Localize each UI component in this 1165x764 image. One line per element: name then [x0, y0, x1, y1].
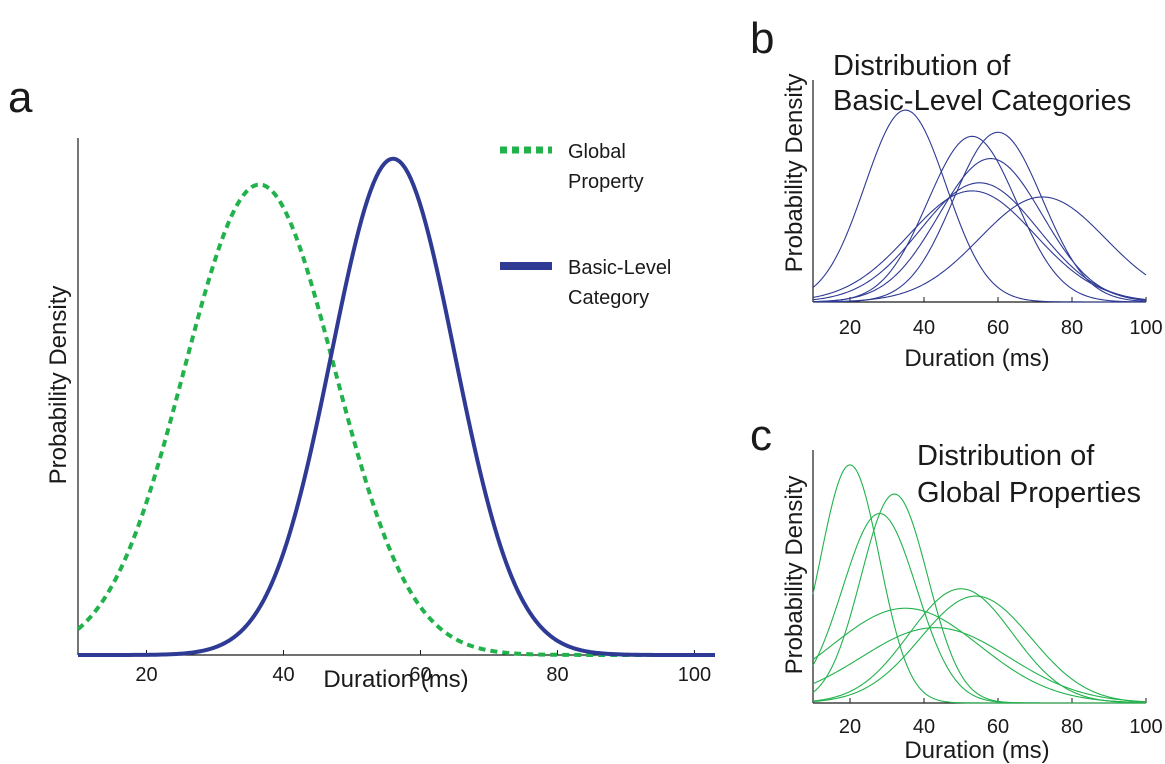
- panel-letter-a: a: [8, 73, 33, 122]
- panel-c-title-line1: Distribution of: [917, 440, 1095, 472]
- panel-c-tick-label: 40: [913, 716, 935, 738]
- panel-a-series-line: [76, 182, 715, 657]
- panel-c-y-label: Probability Density: [781, 476, 808, 675]
- panel-a-tick-label: 100: [678, 664, 711, 686]
- panel-b-series-line: [812, 158, 1147, 303]
- panel-a-x-label: Duration (ms): [323, 666, 468, 693]
- panel-b-series-line: [812, 190, 1147, 301]
- panel-b-tick-label: 60: [987, 317, 1009, 339]
- panel-a-legend: Global Property Basic-Level Category: [500, 141, 671, 309]
- panel-c-tick-label: 20: [839, 716, 861, 738]
- panel-b-x-label: Duration (ms): [904, 345, 1049, 372]
- panel-b-series-line: [812, 135, 1147, 303]
- panel-a-tick-label: 60: [409, 664, 431, 686]
- panel-a-tick-label: 80: [546, 664, 568, 686]
- panel-letter-c: c: [750, 411, 772, 460]
- panel-b-tick-label: 20: [839, 317, 861, 339]
- panel-b-x-ticks: 20 40 60 80 100: [839, 297, 1163, 339]
- panel-b-tick-label: 80: [1061, 317, 1083, 339]
- panel-c-series-line: [812, 607, 1147, 704]
- panel-b-series-line: [813, 131, 1147, 303]
- panel-c-x-ticks: 20 40 60 80 100: [839, 698, 1163, 738]
- panel-c-chart: 20 40 60 80 100 Distribution of Global Prope…: [781, 440, 1163, 764]
- panel-b-tick-label: 40: [913, 317, 935, 339]
- panel-c-series-line: [812, 493, 1146, 704]
- panel-a-series-line: [78, 156, 715, 657]
- panel-b-tick-label: 100: [1129, 317, 1162, 339]
- panel-a-series: [76, 156, 715, 657]
- legend-label-global-line2: Property: [568, 171, 644, 193]
- panel-c-tick-label: 60: [987, 716, 1009, 738]
- panel-b-series-line: [812, 109, 1146, 303]
- legend-label-basic-line2: Category: [568, 287, 649, 309]
- panel-a-y-label: Probability Density: [45, 286, 72, 485]
- panel-letter-b: b: [750, 14, 774, 63]
- panel-b-chart: 20 40 60 80 100 Distribution of Basic-Level …: [781, 50, 1163, 372]
- legend-label-global-line1: Global: [568, 141, 626, 163]
- panel-c-tick-label: 80: [1061, 716, 1083, 738]
- panel-c-tick-label: 100: [1129, 716, 1162, 738]
- panel-b-title-line2: Basic-Level Categories: [833, 85, 1131, 117]
- panel-c-x-label: Duration (ms): [904, 737, 1049, 764]
- panel-b-title-line1: Distribution of: [833, 50, 1011, 82]
- legend-label-basic-line1: Basic-Level: [568, 257, 671, 279]
- panel-a-x-ticks: 20 40 60 80 100: [135, 650, 711, 686]
- panel-a-tick-label: 40: [272, 664, 294, 686]
- panel-b-series-line: [812, 182, 1147, 301]
- panel-a-tick-label: 20: [135, 664, 157, 686]
- panel-c-series-line: [812, 512, 1146, 704]
- panel-c-series: [812, 464, 1147, 704]
- panel-b-y-label: Probability Density: [781, 74, 808, 273]
- panel-c-title-line2: Global Properties: [917, 477, 1141, 509]
- panel-b-series: [812, 109, 1147, 303]
- panel-c-series-line: [812, 595, 1147, 703]
- panel-c-series-line: [812, 627, 1147, 703]
- panel-b-series-line: [812, 196, 1147, 303]
- panel-a-chart: 20 40 60 80 100 Duration (ms) Probability De…: [45, 138, 715, 693]
